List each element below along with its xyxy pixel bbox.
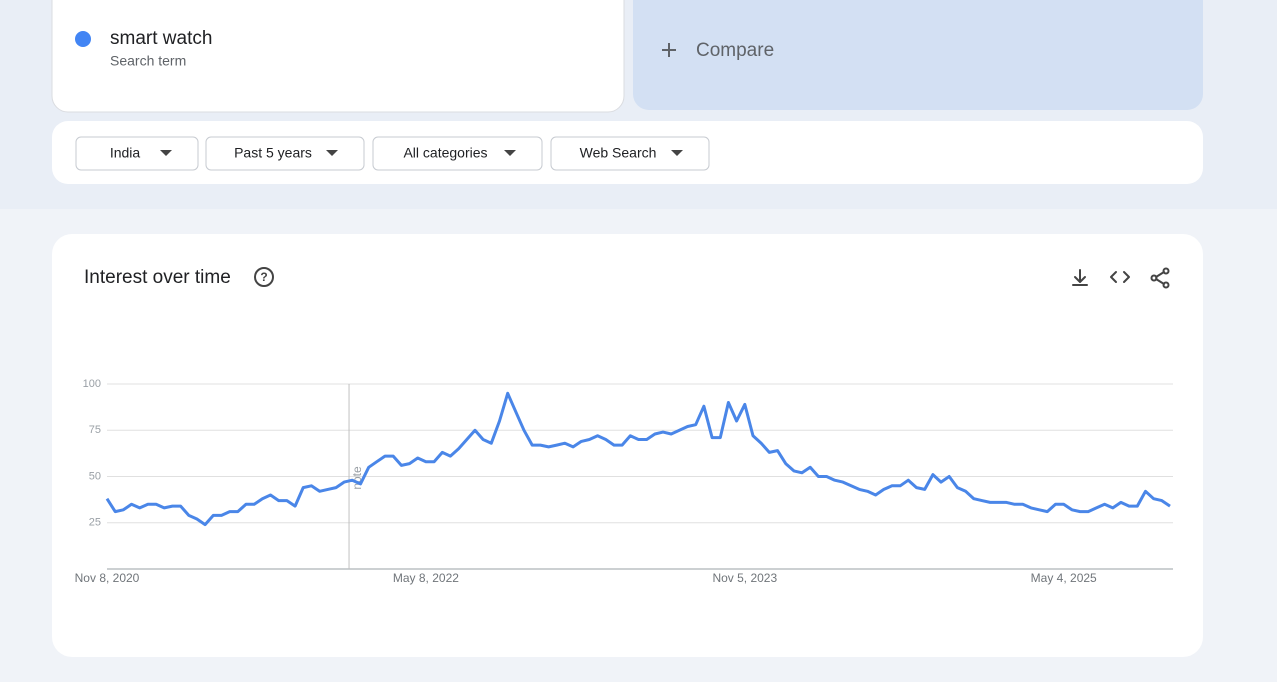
card-title: Interest over time [84, 267, 231, 288]
y-tick-label: 25 [89, 517, 101, 529]
term-name: smart watch [110, 28, 212, 49]
share-icon[interactable] [1150, 267, 1170, 289]
dropdown-arrow [160, 150, 172, 156]
filter-button[interactable] [550, 136, 710, 171]
filter-button[interactable] [372, 136, 543, 171]
y-tick-label: 50 [89, 470, 101, 482]
term-label: Search term [110, 53, 186, 69]
y-tick-label: 75 [89, 424, 101, 436]
term-dot [75, 31, 91, 47]
help-icon[interactable] [254, 267, 274, 287]
filter-label: Past 5 years [234, 145, 312, 161]
filter-label: Web Search [580, 145, 657, 161]
plus-icon [662, 43, 676, 57]
embed-icon[interactable] [1110, 271, 1130, 283]
dropdown-arrow [504, 150, 516, 156]
filter-label: India [110, 145, 141, 161]
compare-card[interactable] [633, 0, 1203, 110]
help-glyph: ? [260, 270, 267, 284]
x-tick-label: May 8, 2022 [393, 571, 459, 585]
chart-card [52, 234, 1203, 657]
term-card[interactable] [51, 0, 625, 113]
trend-line [105, 391, 1171, 527]
filter-button[interactable] [205, 136, 365, 171]
dropdown-arrow [671, 150, 683, 156]
dropdown-arrow [326, 150, 338, 156]
y-tick-label: 100 [83, 378, 101, 390]
filter-label: All categories [403, 145, 487, 161]
x-tick-label: Nov 8, 2020 [75, 571, 140, 585]
x-tick-label: May 4, 2025 [1031, 571, 1097, 585]
download-icon[interactable] [1072, 269, 1088, 286]
x-tick-label: Nov 5, 2023 [712, 571, 777, 585]
compare-label: Compare [696, 40, 774, 61]
filters: India Past 5 years All categories Web Searc… [75, 136, 710, 171]
filter-button[interactable] [75, 136, 199, 171]
